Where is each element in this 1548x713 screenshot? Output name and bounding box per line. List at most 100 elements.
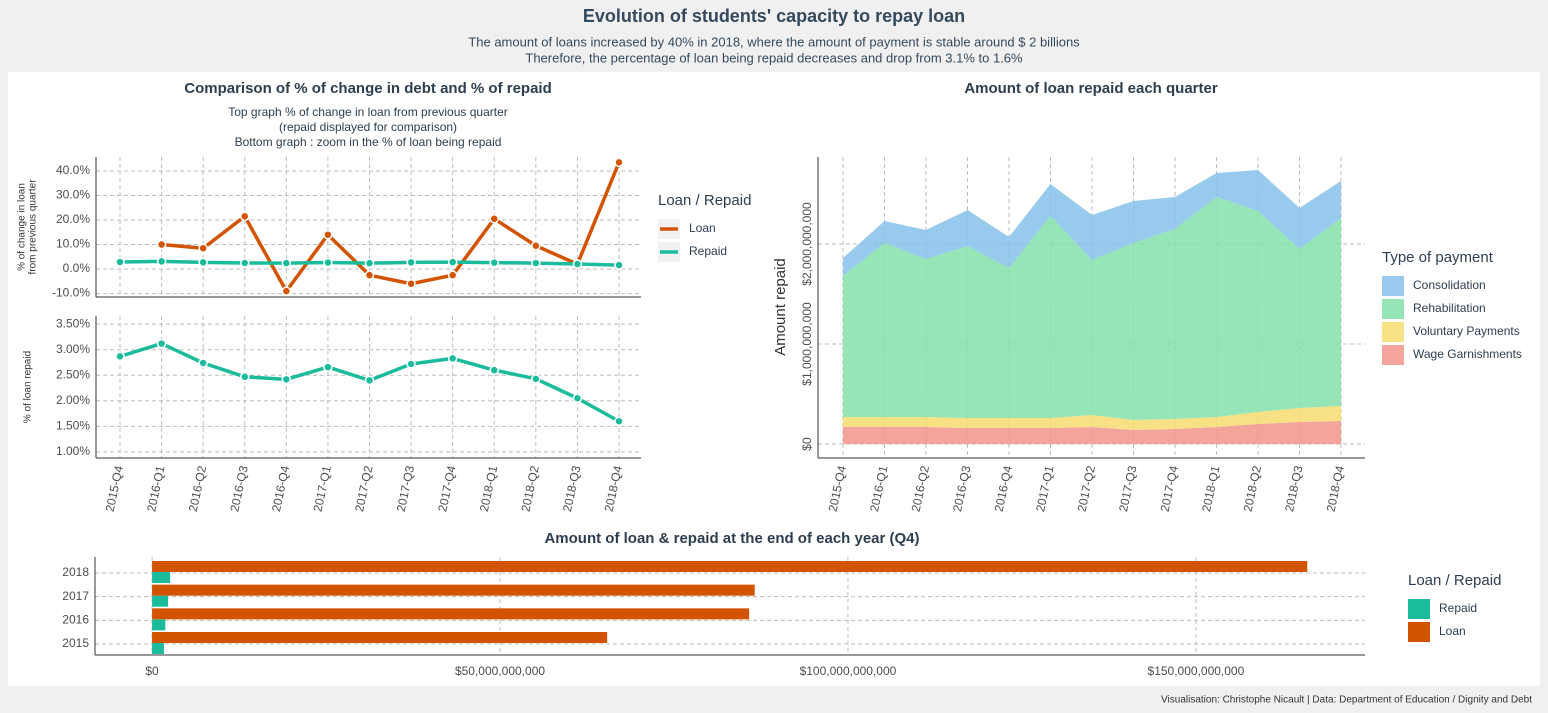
point: [240, 211, 250, 222]
point: [323, 229, 333, 240]
legend-title: Type of payment: [1382, 249, 1494, 266]
legend-title: Loan / Repaid: [1408, 572, 1501, 589]
y-tick-label: 2.50%: [56, 367, 90, 381]
point: [447, 270, 458, 280]
point: [198, 358, 208, 368]
legend-swatch: [1382, 299, 1404, 319]
y-axis-title: % of change in loan: [17, 183, 28, 271]
x-tick-label: $50,000,000,000: [455, 664, 545, 678]
y-tick-label: 1.00%: [56, 444, 90, 458]
point: [156, 239, 167, 250]
legend-swatch: [1382, 276, 1404, 296]
legend-label: Rehabilitation: [1413, 301, 1486, 315]
point: [281, 286, 292, 296]
point: [281, 258, 292, 268]
point: [531, 374, 541, 384]
y-tick-label: 2015: [62, 636, 89, 650]
legend-label: Voluntary Payments: [1413, 324, 1520, 338]
chart-title: Comparison of % of change in debt and % …: [184, 80, 552, 97]
bar: [152, 608, 750, 620]
y-axis-title: Amount repaid: [772, 258, 789, 356]
legend-label: Repaid: [1439, 601, 1477, 615]
point: [614, 416, 624, 426]
point: [364, 270, 375, 280]
point: [240, 372, 250, 382]
y-tick-label: $1,000,000,000: [800, 302, 814, 386]
chart-subtitle: Bottom graph : zoom in the % of loan bei…: [235, 135, 502, 149]
point: [115, 257, 125, 267]
legend-label: Loan: [1439, 624, 1466, 638]
y-tick-label: -10.0%: [52, 286, 90, 300]
y-tick-label: $2,000,000,000: [800, 202, 814, 286]
y-axis-title: % of loan repaid: [23, 351, 34, 423]
point: [489, 257, 499, 268]
y-tick-label: $0: [800, 437, 814, 451]
bar: [152, 561, 1308, 572]
y-tick-label: 2016: [62, 613, 89, 627]
point: [198, 243, 208, 253]
point: [572, 393, 583, 403]
point: [406, 359, 416, 369]
point: [531, 258, 541, 268]
y-tick-label: 10.0%: [56, 237, 90, 251]
legend-swatch: [1382, 345, 1404, 365]
y-tick-label: 3.50%: [56, 316, 90, 330]
point: [447, 257, 458, 267]
y-tick-label: 30.0%: [56, 188, 90, 202]
x-tick-label: $0: [145, 664, 159, 678]
point: [406, 257, 416, 268]
point: [489, 365, 499, 375]
y-tick-label: 2018: [62, 565, 89, 579]
legend-label: Consolidation: [1413, 278, 1486, 292]
y-axis-title: from previous quarter: [28, 179, 39, 275]
point: [323, 362, 333, 372]
legend-label: Repaid: [689, 244, 727, 258]
point: [115, 351, 125, 362]
point: [447, 353, 458, 364]
area: [843, 170, 1341, 276]
point: [364, 375, 375, 386]
point: [156, 338, 167, 349]
bar: [152, 643, 164, 654]
point: [531, 241, 541, 251]
point: [406, 279, 416, 289]
y-tick-label: 1.50%: [56, 419, 90, 433]
legend-title: Loan / Repaid: [658, 192, 751, 209]
page-subtitle: The amount of loans increased by 40% in …: [468, 34, 1080, 49]
page-title: Evolution of students' capacity to repay…: [583, 6, 965, 26]
legend-label: Loan: [689, 221, 716, 235]
bar: [152, 572, 171, 583]
x-tick-label: $150,000,000,000: [1148, 664, 1245, 678]
bar: [152, 584, 755, 596]
chart-title: Amount of loan & repaid at the end of ea…: [544, 530, 919, 547]
area: [843, 406, 1341, 430]
y-tick-label: 20.0%: [56, 212, 90, 226]
y-tick-label: 0.0%: [63, 261, 91, 275]
area: [843, 197, 1341, 420]
legend-swatch: [1408, 599, 1430, 619]
area: [843, 421, 1341, 444]
series-line: [161, 161, 621, 293]
bar: [152, 632, 608, 643]
y-tick-label: 3.00%: [56, 342, 90, 356]
bar: [152, 619, 166, 631]
page-subtitle: Therefore, the percentage of loan being …: [525, 50, 1023, 65]
chart-subtitle: Top graph % of change in loan from previ…: [228, 105, 508, 119]
point: [156, 256, 167, 267]
point: [489, 214, 499, 224]
y-tick-label: 2017: [62, 589, 89, 603]
x-tick-label: $100,000,000,000: [800, 664, 897, 678]
chart-title: Amount of loan repaid each quarter: [964, 80, 1218, 97]
y-tick-label: 40.0%: [56, 163, 90, 177]
legend-swatch: [1408, 622, 1430, 642]
point: [364, 258, 375, 268]
point: [281, 374, 292, 385]
point: [323, 257, 333, 268]
point: [614, 157, 624, 168]
point: [198, 257, 208, 268]
bar: [152, 595, 169, 607]
chart-subtitle: (repaid displayed for comparison): [279, 120, 457, 134]
legend-swatch: [1382, 322, 1404, 342]
y-tick-label: 2.00%: [56, 393, 90, 407]
